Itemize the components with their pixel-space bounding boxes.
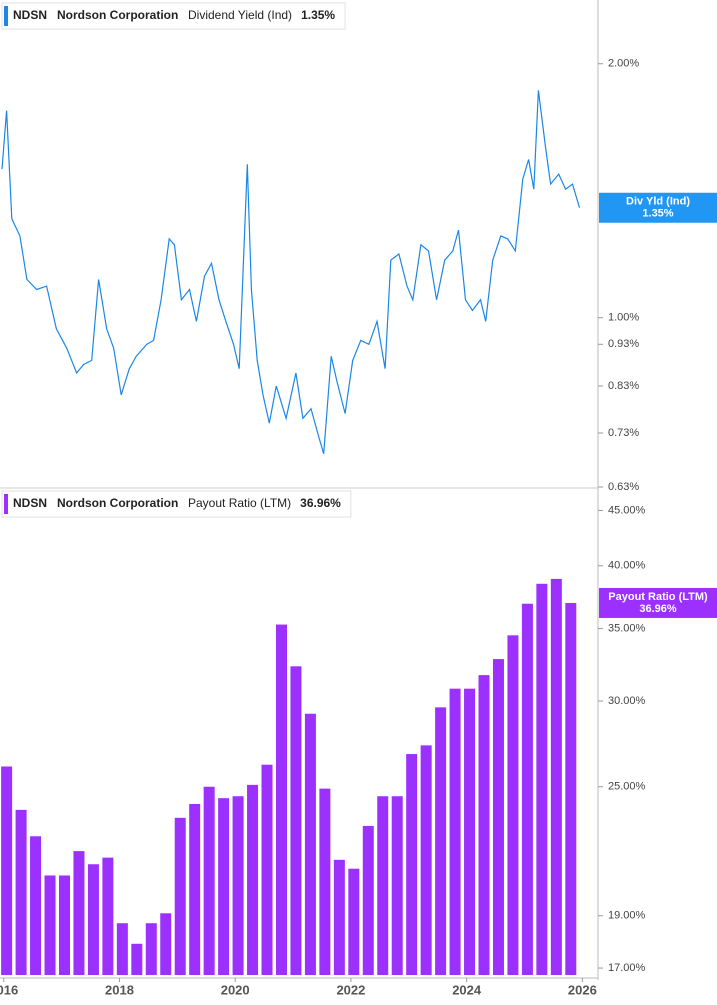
y-tick-label: 25.00% xyxy=(608,781,646,793)
bar xyxy=(319,788,331,975)
badge-value: 1.35% xyxy=(642,208,673,220)
value-badge xyxy=(599,587,717,618)
legend-swatch xyxy=(4,6,8,26)
y-tick-label: 45.00% xyxy=(608,504,646,516)
value-badge xyxy=(599,192,717,223)
last-value: 36.96% xyxy=(300,496,341,510)
bar xyxy=(15,809,27,975)
legend-box xyxy=(1,2,346,30)
x-tick-label: 2022 xyxy=(336,982,365,997)
y-tick-label: 30.00% xyxy=(608,695,646,707)
bar xyxy=(1,766,13,975)
bar xyxy=(304,713,316,975)
bar xyxy=(275,624,287,975)
bar xyxy=(391,796,403,975)
ticker: NDSN xyxy=(13,8,47,22)
bar xyxy=(189,803,201,975)
bar xyxy=(449,688,461,975)
company: Nordson Corporation xyxy=(57,496,178,510)
x-tick-label: 2018 xyxy=(105,982,134,997)
bar xyxy=(145,923,157,975)
y-tick-label: 40.00% xyxy=(608,560,646,572)
x-tick-label: 2016 xyxy=(0,982,18,997)
bar xyxy=(73,851,85,975)
badge-label: Payout Ratio (LTM) xyxy=(608,591,708,603)
legend-label: Payout Ratio (LTM) xyxy=(188,496,291,510)
y-tick-label: 0.63% xyxy=(608,481,639,493)
bar xyxy=(44,875,56,975)
ticker: NDSN xyxy=(13,496,47,510)
bar xyxy=(521,603,533,975)
y-tick-label: 35.00% xyxy=(608,622,646,634)
x-tick-label: 2024 xyxy=(452,982,482,997)
bar xyxy=(420,745,432,975)
y-tick-label: 0.73% xyxy=(608,427,639,439)
y-tick-label: 1.00% xyxy=(608,312,639,324)
bar xyxy=(58,875,70,975)
bar xyxy=(478,675,490,975)
last-value: 1.35% xyxy=(301,8,335,22)
bar xyxy=(174,817,186,975)
bar xyxy=(333,859,345,975)
bar xyxy=(30,836,42,975)
legend-swatch xyxy=(4,494,8,514)
legend-label: Dividend Yield (Ind) xyxy=(188,8,292,22)
bar xyxy=(102,857,114,975)
bar xyxy=(492,659,504,975)
bar xyxy=(290,666,302,975)
x-tick-label: 2026 xyxy=(568,982,597,997)
legend-box xyxy=(1,490,352,518)
bar xyxy=(406,754,418,975)
bar xyxy=(536,583,548,975)
y-tick-label: 19.00% xyxy=(608,910,646,922)
x-tick-label: 2020 xyxy=(221,982,250,997)
y-tick-label: 0.93% xyxy=(608,338,639,350)
y-tick-label: 2.00% xyxy=(608,58,639,70)
bar xyxy=(550,578,562,975)
bar xyxy=(116,923,128,975)
bar xyxy=(435,707,447,975)
bar xyxy=(261,764,273,975)
y-tick-label: 0.83% xyxy=(608,380,639,392)
bar xyxy=(160,913,172,975)
bar xyxy=(131,943,143,975)
yield-line xyxy=(1,90,581,454)
bar xyxy=(464,688,476,975)
bar xyxy=(377,796,389,975)
y-tick-label: 17.00% xyxy=(608,962,646,974)
bar xyxy=(565,602,577,975)
bar xyxy=(507,635,519,975)
bar xyxy=(232,796,244,975)
company: Nordson Corporation xyxy=(57,8,178,22)
bar xyxy=(218,798,230,975)
bar xyxy=(203,786,215,975)
bar xyxy=(87,864,99,975)
bar xyxy=(348,868,360,975)
badge-label: Div Yld (Ind) xyxy=(626,196,690,208)
bar xyxy=(362,825,374,975)
badge-value: 36.96% xyxy=(639,603,677,615)
bar xyxy=(247,784,259,975)
